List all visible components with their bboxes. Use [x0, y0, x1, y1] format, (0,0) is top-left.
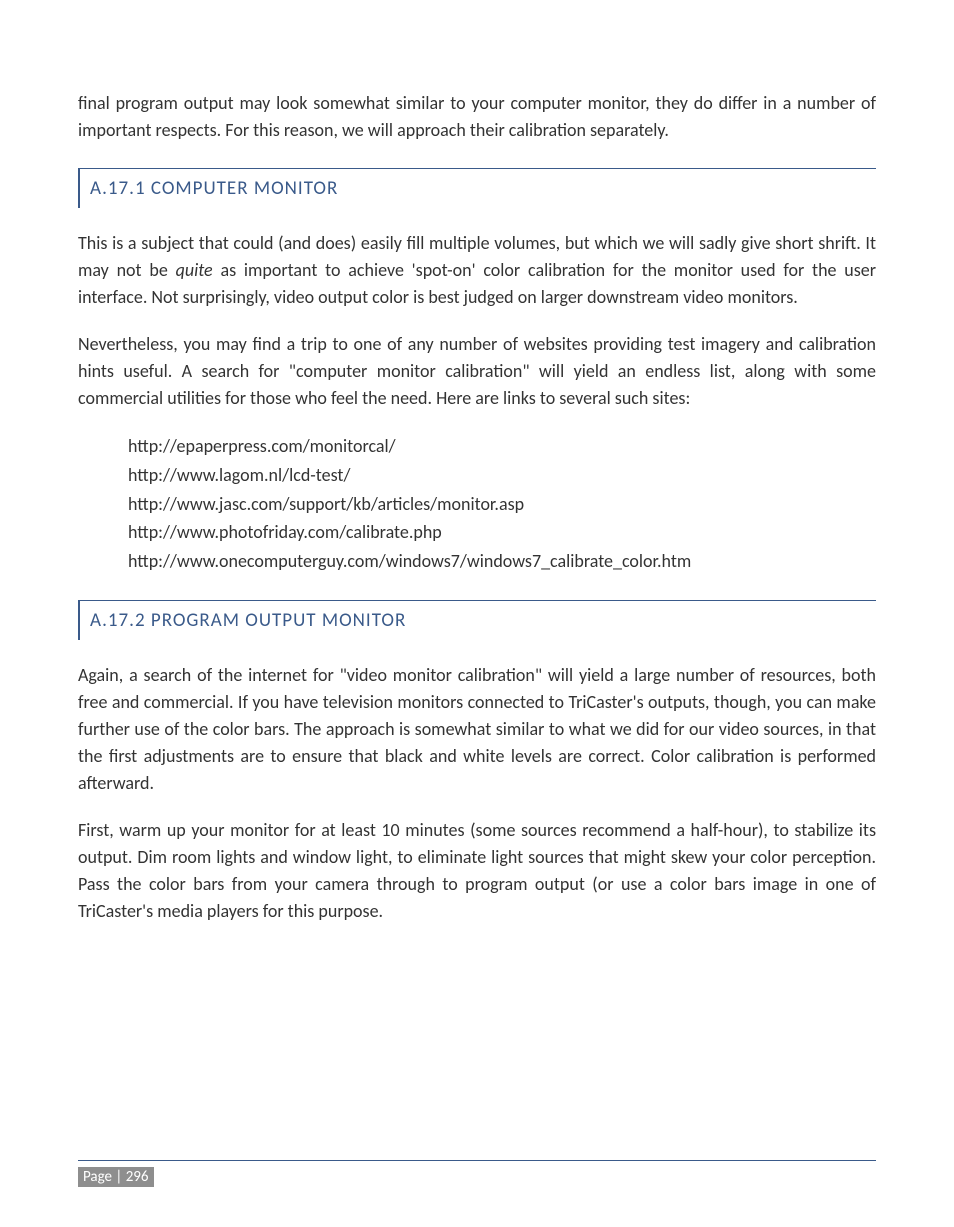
page-number: Page | 296	[78, 1167, 154, 1187]
page-footer: Page | 296	[78, 1160, 876, 1187]
section2-para2: First, warm up your monitor for at least…	[78, 817, 876, 925]
document-page: final program output may look somewhat s…	[0, 0, 954, 1227]
section-heading-1: A.17.1 COMPUTER MONITOR	[78, 168, 876, 208]
link-item: http://www.onecomputerguy.com/windows7/w…	[128, 547, 876, 576]
section1-para1: This is a subject that could (and does) …	[78, 230, 876, 311]
section1-para2: Nevertheless, you may find a trip to one…	[78, 331, 876, 412]
section2-para1: Again, a search of the internet for "vid…	[78, 662, 876, 797]
intro-paragraph: final program output may look somewhat s…	[78, 90, 876, 144]
links-block: http://epaperpress.com/monitorcal/ http:…	[128, 432, 876, 576]
link-item: http://www.jasc.com/support/kb/articles/…	[128, 490, 876, 519]
link-item: http://www.lagom.nl/lcd-test/	[128, 461, 876, 490]
footer-rule	[78, 1160, 876, 1161]
section-heading-2: A.17.2 PROGRAM OUTPUT MONITOR	[78, 600, 876, 640]
link-item: http://www.photofriday.com/calibrate.php	[128, 518, 876, 547]
link-item: http://epaperpress.com/monitorcal/	[128, 432, 876, 461]
section1-para1-italic: quite	[176, 259, 213, 281]
